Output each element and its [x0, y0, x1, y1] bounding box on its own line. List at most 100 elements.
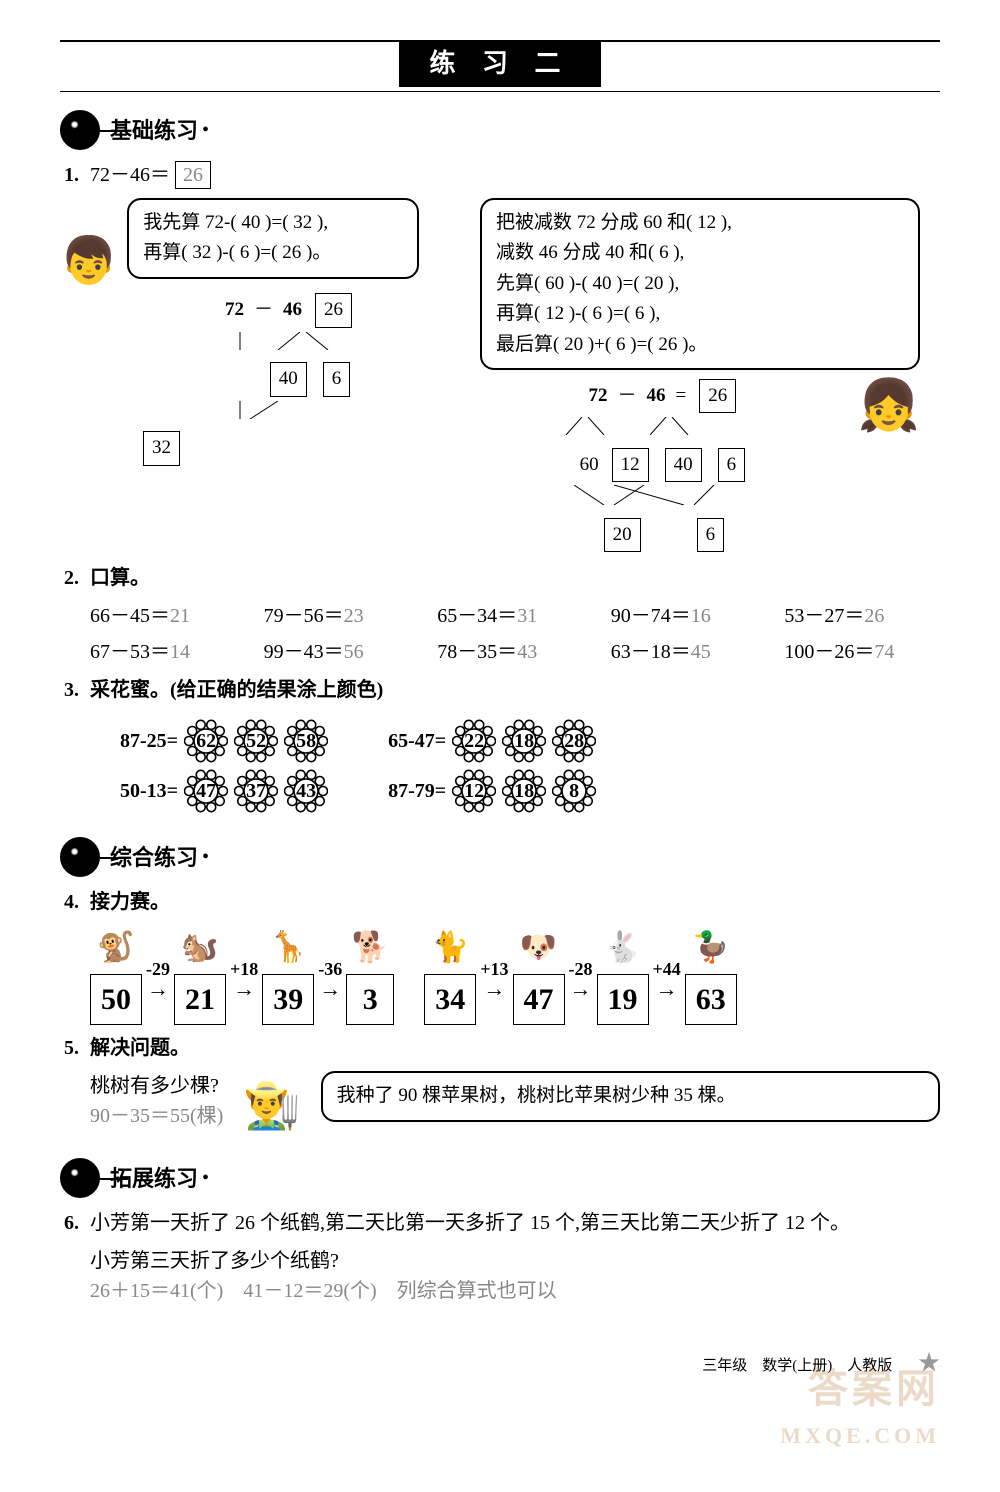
q1-answer: 26	[175, 161, 211, 189]
section-comp: 综合练习 •	[60, 837, 940, 877]
q2-item: 99－43＝56	[264, 637, 420, 667]
q4-title: 接力赛。	[90, 891, 170, 913]
q2-item: 78－35＝43	[437, 637, 593, 667]
relay-box: 63	[685, 974, 737, 1025]
honey-line: 65-47= 22 18 28	[388, 719, 596, 763]
lt-32: 32	[143, 431, 180, 466]
q2-item: 100－26＝74	[784, 637, 940, 667]
q2-item: 65－34＝31	[437, 601, 593, 631]
relay-animal: 🐒50	[90, 925, 142, 1025]
q2-title: 口算。	[90, 567, 150, 589]
lt-minus: －	[254, 296, 273, 325]
q3: 3. 采花蜜。(给正确的结果涂上颜色)	[64, 675, 940, 705]
q1-right-bubble: 把被减数 72 分成 60 和( 12 ), 减数 46 分成 40 和( 6 …	[480, 198, 920, 370]
rt-26: 26	[699, 379, 736, 414]
relay-arrow: -29→	[146, 956, 170, 994]
q5-bubble: 我种了 90 棵苹果树，桃树比苹果树少种 35 棵。	[321, 1071, 940, 1121]
q3-grid: 87-25= 62 52 58 50-13= 47 37 43 65-47= 22…	[120, 713, 940, 819]
q4-chain2: 🐈34+13→🐶47-28→🐇19+44→🦆63	[424, 925, 737, 1025]
q6-l1: 小芳第一天折了 26 个纸鹤,第二天比第一天多折了 15 个,第三天比第二天少折…	[90, 1212, 850, 1234]
ladybug-icon	[60, 837, 100, 877]
ladybug-icon	[60, 1158, 100, 1198]
q5-num: 5.	[64, 1037, 79, 1059]
relay-animal: 🐈34	[424, 925, 476, 1025]
relay-arrow: -36→	[318, 956, 342, 994]
q5: 5. 解决问题。	[64, 1033, 940, 1063]
lt-lines2	[220, 401, 360, 419]
lt-26: 26	[315, 293, 352, 328]
section-dot: •	[202, 842, 209, 872]
rb-0: 把被减数 72 分成 60 和( 12 ),	[496, 208, 904, 238]
flower-option[interactable]: 18	[502, 769, 546, 813]
relay-animal: 🦆63	[685, 925, 737, 1025]
flower-option[interactable]: 37	[234, 769, 278, 813]
boy-icon: 👦	[60, 238, 117, 284]
q2-num: 2.	[64, 567, 79, 589]
section-ext: 拓展练习 •	[60, 1158, 940, 1198]
relay-box: 47	[513, 974, 565, 1025]
flower-option[interactable]: 8	[552, 769, 596, 813]
flower-option[interactable]: 52	[234, 719, 278, 763]
flower-option[interactable]: 47	[184, 769, 228, 813]
q5-question: 桃树有多少棵?	[90, 1071, 223, 1101]
rt-lines1	[554, 417, 774, 435]
relay-box: 39	[262, 974, 314, 1025]
rt-40: 40	[665, 448, 702, 483]
relay-arrow: -28→	[569, 956, 593, 994]
q2-item: 53－27＝26	[784, 601, 940, 631]
q1-right: 把被减数 72 分成 60 和( 12 ), 减数 46 分成 40 和( 6 …	[480, 198, 920, 555]
q6: 6. 小芳第一天折了 26 个纸鹤,第二天比第一天多折了 15 个,第三天比第二…	[64, 1208, 940, 1238]
section-dot: •	[202, 1163, 209, 1193]
q5-title: 解决问题。	[90, 1037, 190, 1059]
q4: 4. 接力赛。	[64, 887, 940, 917]
q1-diagrams: 👦 我先算 72-( 40 )=( 32 ), 再算( 32 )-( 6 )=(…	[60, 198, 940, 555]
relay-box: 50	[90, 974, 142, 1025]
q4-num: 4.	[64, 891, 79, 913]
rt-46: 46	[647, 382, 666, 411]
honey-line: 87-79= 12 18 8	[388, 769, 596, 813]
q2-item: 90－74＝16	[611, 601, 767, 631]
q1-left-tree: 72 － 46 26 40 6 32	[130, 290, 450, 469]
honey-expr: 50-13=	[120, 776, 178, 806]
honey-expr: 65-47=	[388, 726, 446, 756]
rb-3: 再算( 12 )-( 6 )=( 6 ),	[496, 299, 904, 329]
honey-expr: 87-25=	[120, 726, 178, 756]
rb-4: 最后算( 20 )+( 6 )=( 26 )。	[496, 330, 904, 360]
q1-num: 1.	[64, 164, 79, 186]
relay-box: 3	[346, 974, 394, 1025]
q2-item: 67－53＝14	[90, 637, 246, 667]
q3-title: 采花蜜。(给正确的结果涂上颜色)	[90, 679, 383, 701]
q6-answer: 26＋15＝41(个) 41－12＝29(个) 列综合算式也可以	[90, 1276, 940, 1306]
flower-option[interactable]: 58	[284, 719, 328, 763]
q2: 2. 口算。	[64, 563, 940, 593]
flower-option[interactable]: 62	[184, 719, 228, 763]
wm-top: 答案网	[60, 1359, 940, 1419]
q1-lb-l2: 再算( 32 )-( 6 )=( 26 )。	[143, 238, 403, 268]
q6-l2: 小芳第三天折了多少个纸鹤?	[90, 1246, 940, 1276]
title-bar: 练 习 二	[60, 40, 940, 87]
q1: 1. 72－46＝ 26	[64, 160, 940, 190]
lt-lines1	[220, 332, 360, 350]
relay-animal: 🐇19	[597, 925, 649, 1025]
q5-answer: 90－35＝55(棵)	[90, 1101, 223, 1131]
flower-option[interactable]: 12	[452, 769, 496, 813]
relay-animal: 🦒39	[262, 925, 314, 1025]
rt-6: 6	[718, 448, 746, 483]
flower-option[interactable]: 28	[552, 719, 596, 763]
section-dot: •	[202, 115, 209, 145]
flower-option[interactable]: 43	[284, 769, 328, 813]
honey-expr: 87-79=	[388, 776, 446, 806]
q2-item: 79－56＝23	[264, 601, 420, 631]
relay-animal: 🐕3	[346, 925, 394, 1025]
rb-2: 先算( 60 )-( 40 )=( 20 ),	[496, 269, 904, 299]
q4-chain1: 🐒50-29→🐿️21+18→🦒39-36→🐕3	[90, 925, 394, 1025]
lt-6: 6	[323, 362, 351, 397]
flower-option[interactable]: 22	[452, 719, 496, 763]
q1-left-bubble: 我先算 72-( 40 )=( 32 ), 再算( 32 )-( 6 )=( 2…	[127, 198, 419, 279]
relay-animal: 🐿️21	[174, 925, 226, 1025]
q2-item: 66－45＝21	[90, 601, 246, 631]
relay-animal: 🐶47	[513, 925, 565, 1025]
q5-body: 桃树有多少棵? 90－35＝55(棵) 👨‍🌾 我种了 90 棵苹果树，桃树比苹…	[90, 1071, 940, 1140]
relay-box: 34	[424, 974, 476, 1025]
flower-option[interactable]: 18	[502, 719, 546, 763]
